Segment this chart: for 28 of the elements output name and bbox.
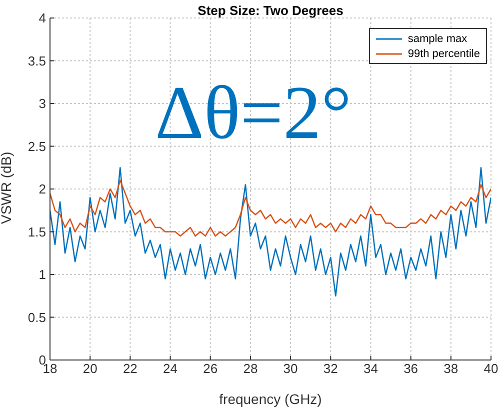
legend-label: sample max	[408, 32, 468, 44]
x-tick-label: 36	[404, 361, 418, 376]
x-tick-label: 34	[363, 361, 378, 376]
x-tick-label: 40	[484, 361, 498, 376]
y-tick-label: 4	[38, 10, 46, 26]
y-tick-label: 3	[38, 96, 46, 112]
line-series	[50, 166, 491, 297]
y-tick-label: 1.5	[28, 224, 46, 240]
x-axis-title: frequency (GHz)	[219, 391, 322, 407]
chart-title: Step Size: Two Degrees	[196, 3, 344, 18]
y-tick-label: 2.5	[28, 138, 46, 154]
y-tick-label: 0.5	[28, 310, 46, 325]
x-tick-label: 32	[323, 361, 338, 376]
y-tick-label: 0	[38, 352, 46, 368]
x-tick-label: 26	[203, 361, 218, 376]
x-tick-label: 38	[444, 361, 458, 376]
y-tick-label: 2	[38, 182, 46, 197]
x-tick-label: 30	[283, 361, 298, 376]
y-axis-title: VSWR (dB)	[0, 152, 14, 224]
x-tick-label: 28	[243, 361, 258, 376]
legend-label: 99th percentile	[408, 48, 480, 60]
y-tick-label: 3.5	[28, 53, 46, 68]
x-tick-label: 20	[82, 361, 98, 376]
x-tick-label: 22	[122, 361, 138, 376]
x-tick-label: 24	[163, 361, 178, 376]
annotation: Δθ=2°	[155, 70, 352, 157]
y-tick-label: 1	[38, 267, 46, 282]
line-series	[50, 180, 491, 237]
